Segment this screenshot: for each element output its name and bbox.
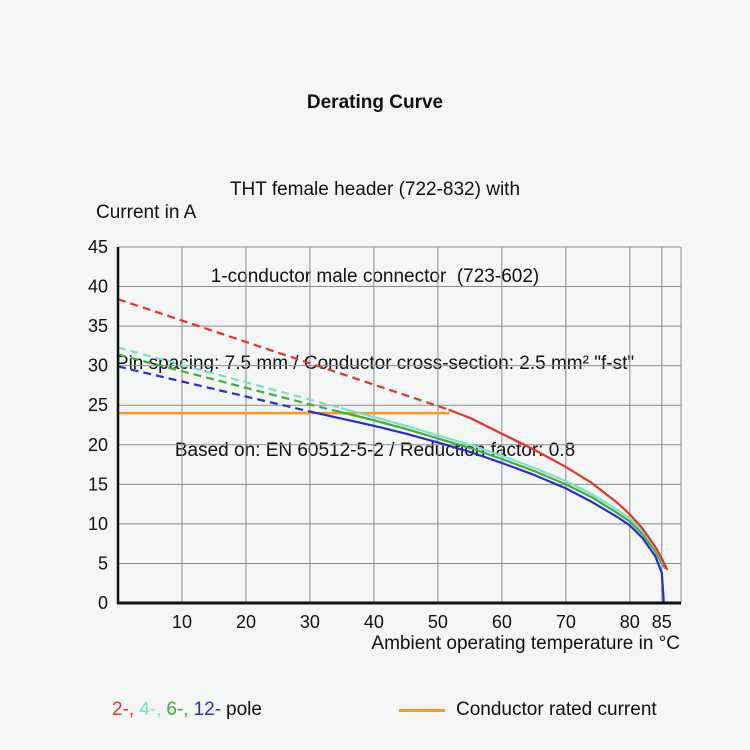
series-dashed-6-pole	[117, 353, 336, 412]
y-tick-label: 35	[88, 316, 108, 336]
legend-pole-suffix: pole	[226, 699, 262, 720]
x-tick-label: 20	[236, 612, 256, 632]
subtitle-line-2: 1-conductor male connector (723-602)	[210, 266, 540, 287]
legend-pole-12: 12-	[193, 699, 222, 720]
derating-chart: 0 5 10 15 20 25 30 35 40 45 10 20 30 40 50 60 70 80 85	[88, 237, 682, 632]
series-solid-2-pole	[448, 408, 669, 571]
series-solid-6-pole	[334, 409, 667, 570]
subtitle-line-1: THT female header (722-832) with	[229, 179, 521, 200]
rated-current-label: Conductor rated current	[456, 699, 657, 720]
y-tick-label: 10	[88, 514, 108, 534]
y-tick-label: 25	[88, 395, 108, 415]
legend-poles: 2-, 4-, 6-, 12- pole	[112, 699, 267, 721]
legend-pole-6: 6-,	[166, 699, 189, 720]
x-axis-title: Ambient operating temperature in °C	[371, 633, 680, 654]
y-tick-label: 45	[88, 237, 108, 257]
series-dashed-4-pole	[117, 346, 343, 410]
y-tick-label: 0	[98, 593, 108, 613]
legend-pole-2: 2-,	[112, 699, 135, 720]
x-tick-label: 30	[300, 612, 320, 632]
x-tick-label: 85	[652, 612, 672, 632]
series-dashed-12-pole	[117, 365, 311, 413]
x-tick-label: 10	[172, 612, 192, 632]
y-tick-label: 40	[88, 277, 108, 297]
y-tick-label: 5	[98, 553, 108, 573]
page-title: Derating Curve	[306, 92, 444, 113]
subtitle-line-3: Pin spacing: 7.5 mm / Conductor cross-se…	[115, 353, 635, 374]
x-tick-label: 80	[620, 612, 640, 632]
y-tick-label: 30	[88, 356, 108, 376]
x-tick-label: 60	[492, 612, 512, 632]
y-axis-title: Current in A	[96, 202, 197, 223]
rated-current-line-swatch	[399, 708, 445, 712]
legend-pole-4: 4-,	[139, 699, 162, 720]
x-tick-label: 40	[364, 612, 384, 632]
y-tick-label: 15	[88, 474, 108, 494]
x-tick-label: 50	[428, 612, 448, 632]
series-solid-4-pole	[340, 407, 667, 568]
legend-rated-current: Conductor rated current	[399, 699, 657, 721]
series-solid-12-pole	[308, 410, 665, 603]
x-tick-label: 70	[556, 612, 576, 632]
y-tick-label: 20	[88, 435, 108, 455]
series-dashed-2-pole	[117, 298, 450, 412]
